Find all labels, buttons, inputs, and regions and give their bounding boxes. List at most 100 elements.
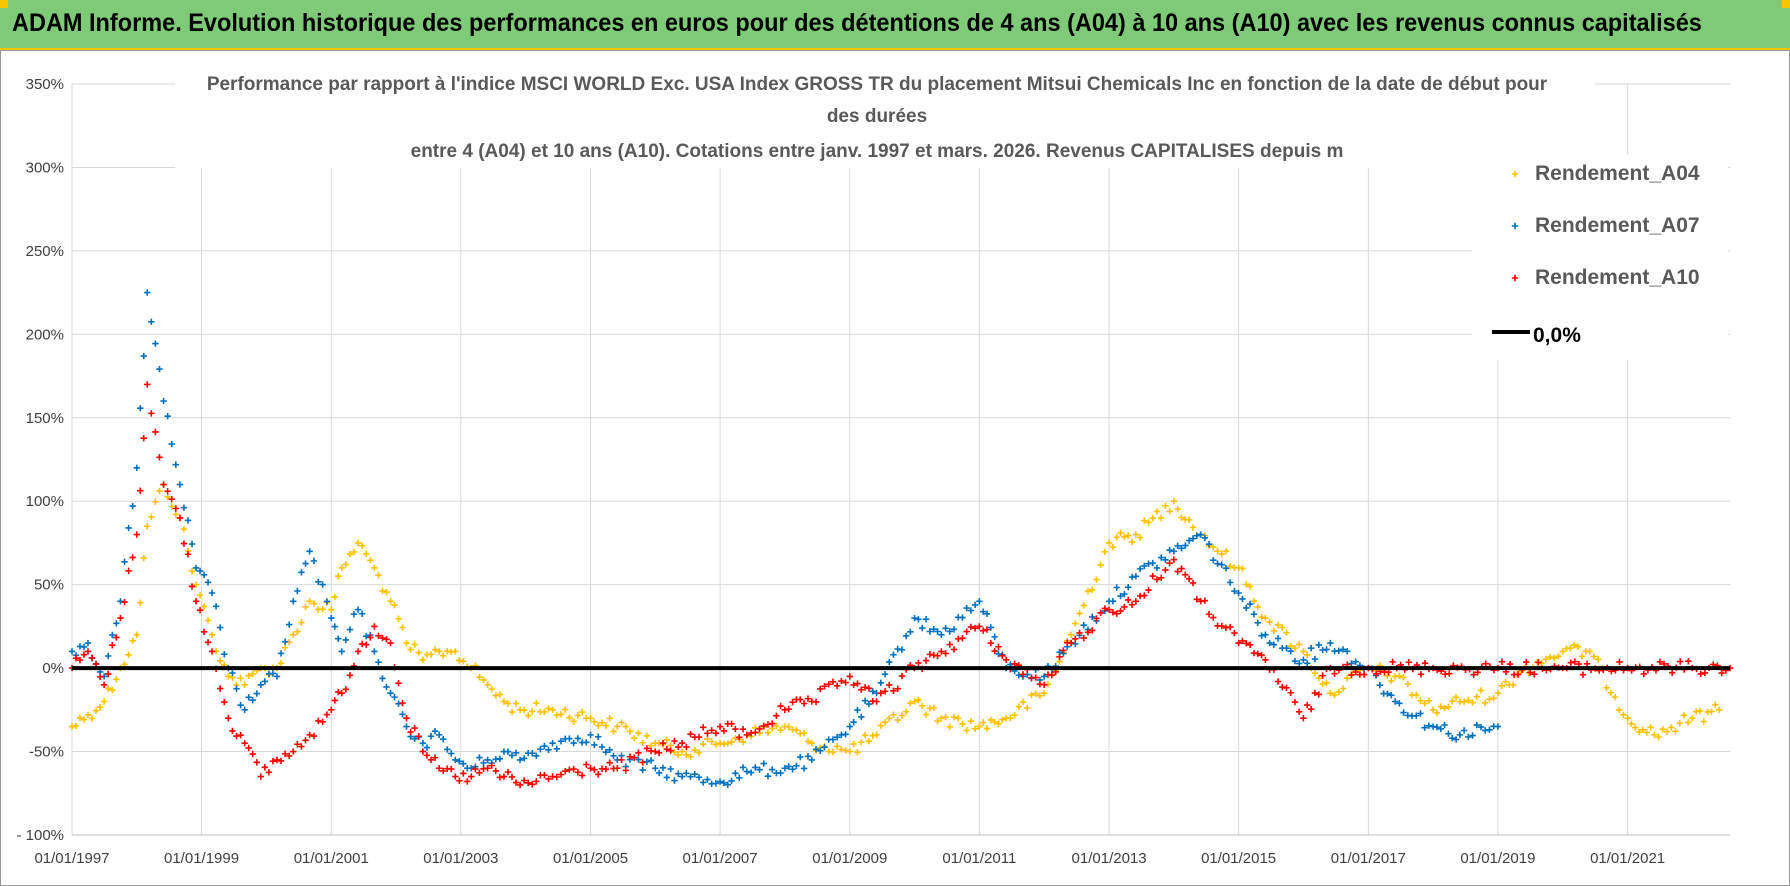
scatter-point <box>1250 597 1258 605</box>
scatter-point <box>1243 604 1250 612</box>
scatter-point <box>180 504 188 511</box>
scatter-point <box>371 564 378 572</box>
scatter-point <box>1477 723 1485 731</box>
scatter-point <box>639 759 646 766</box>
scatter-point <box>1231 587 1238 595</box>
scatter-point <box>1651 731 1658 739</box>
scatter-point <box>724 740 731 747</box>
scatter-point <box>926 628 934 635</box>
scatter-point <box>1391 698 1399 705</box>
scatter-point <box>720 779 728 787</box>
scatter-point <box>1283 684 1290 691</box>
scatter-point <box>323 711 331 718</box>
scatter-point <box>1700 718 1708 725</box>
scatter-point <box>553 745 560 752</box>
scatter-point <box>602 722 610 729</box>
scatter-point <box>277 757 285 765</box>
scatter-point <box>785 763 792 770</box>
scatter-point <box>1084 629 1092 636</box>
scatter-point <box>678 748 686 755</box>
scatter-point <box>1388 677 1395 685</box>
scatter-point <box>695 733 703 741</box>
scatter-point <box>403 723 410 730</box>
scatter-point <box>829 736 837 743</box>
scatter-point <box>671 777 678 784</box>
x-tick-label: 01/01/2001 <box>294 850 369 867</box>
scatter-point <box>946 723 954 730</box>
scatter-point <box>747 769 755 776</box>
legend-label: Rendement_A07 <box>1535 214 1700 237</box>
scatter-point <box>315 578 322 586</box>
scatter-point <box>963 604 970 612</box>
scatter-point <box>204 639 212 646</box>
scatter-point <box>1603 684 1610 692</box>
scatter-point <box>105 685 112 692</box>
scatter-point <box>281 638 289 645</box>
scatter-point <box>1498 658 1506 665</box>
scatter-point <box>797 753 804 761</box>
scatter-point <box>557 771 565 778</box>
scatter-point <box>444 746 451 753</box>
scatter-point <box>971 725 979 733</box>
scatter-point <box>829 678 837 685</box>
scatter-point <box>663 736 670 744</box>
scatter-point <box>804 753 812 760</box>
scatter-point <box>1300 656 1307 663</box>
scatter-point <box>1421 659 1429 667</box>
scatter-point <box>221 650 228 658</box>
scatter-point <box>793 726 800 734</box>
scatter-point <box>1182 571 1189 578</box>
scatter-point <box>241 740 248 747</box>
scatter-point <box>1433 723 1441 731</box>
scatter-point <box>934 652 941 659</box>
scatter-point <box>180 540 188 547</box>
scatter-point <box>253 690 260 697</box>
scatter-point <box>667 747 674 754</box>
scatter-point <box>1659 725 1667 733</box>
banner-corner-right <box>1782 0 1790 8</box>
scatter-point <box>253 759 260 766</box>
scatter-point <box>979 608 987 615</box>
scatter-point <box>942 713 949 721</box>
scatter-point <box>1125 583 1132 591</box>
scatter-point <box>1262 614 1269 622</box>
scatter-point <box>1145 519 1152 526</box>
scatter-point <box>1117 592 1124 600</box>
scatter-point <box>1072 635 1079 642</box>
scatter-point <box>1174 542 1181 550</box>
scatter-point <box>156 454 163 461</box>
scatter-point <box>435 731 443 739</box>
scatter-point <box>991 647 998 655</box>
scatter-point <box>842 747 849 754</box>
scatter-point <box>777 726 784 734</box>
scatter-point <box>869 688 876 695</box>
scatter-point <box>1708 708 1715 715</box>
scatter-point <box>403 714 410 722</box>
scatter-point <box>192 598 200 605</box>
scatter-point <box>302 603 309 611</box>
scatter-point <box>1266 639 1273 647</box>
scatter-point <box>1128 538 1136 546</box>
scatter-point <box>1032 690 1039 697</box>
scatter-point <box>591 718 598 725</box>
scatter-point <box>764 772 772 780</box>
scatter-point <box>176 481 184 488</box>
scatter-point <box>1452 736 1460 743</box>
scatter-point <box>683 743 690 751</box>
scatter-point <box>594 722 602 729</box>
scatter-point <box>257 773 265 780</box>
scatter-point <box>1433 709 1441 717</box>
scatter-point <box>1170 556 1178 563</box>
scatter-point <box>281 644 289 651</box>
scatter-point <box>1628 720 1635 727</box>
scatter-point <box>894 685 901 692</box>
scatter-point <box>375 632 382 640</box>
scatter-point <box>286 752 293 760</box>
scatter-point <box>1205 540 1213 548</box>
scatter-point <box>922 711 930 718</box>
scatter-point <box>496 755 504 763</box>
scatter-point <box>1088 586 1096 594</box>
scatter-point <box>736 774 743 782</box>
scatter-point <box>1523 658 1530 666</box>
scatter-point <box>1460 727 1468 734</box>
